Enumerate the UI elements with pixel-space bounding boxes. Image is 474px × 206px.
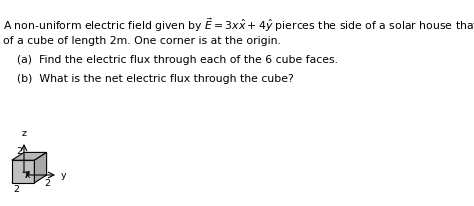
Text: z: z — [21, 130, 27, 138]
Polygon shape — [35, 152, 46, 183]
Text: y: y — [61, 171, 66, 179]
Text: x: x — [24, 171, 30, 180]
Text: 2: 2 — [45, 179, 50, 188]
Polygon shape — [12, 152, 46, 160]
Polygon shape — [12, 160, 35, 183]
Text: 2: 2 — [16, 147, 22, 156]
Text: A non-uniform electric field given by $\vec{E} = 3x\hat{x} + 4\hat{y}$ pierces t: A non-uniform electric field given by $\… — [3, 17, 474, 34]
Text: (a)  Find the electric flux through each of the 6 cube faces.: (a) Find the electric flux through each … — [3, 55, 338, 65]
Text: 2: 2 — [14, 185, 19, 194]
Text: of a cube of length 2m. One corner is at the origin.: of a cube of length 2m. One corner is at… — [3, 36, 281, 46]
Text: (b)  What is the net electric flux through the cube?: (b) What is the net electric flux throug… — [3, 74, 294, 84]
